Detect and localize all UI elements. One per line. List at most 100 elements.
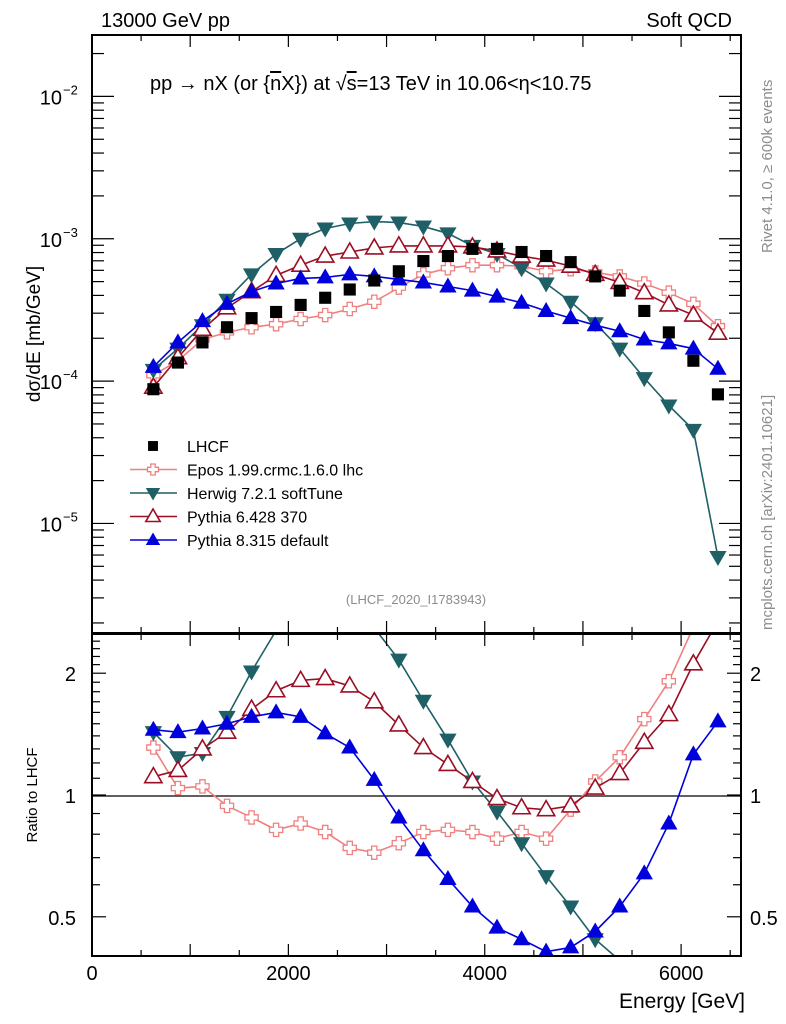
main-axis-ticks <box>91 35 741 633</box>
data-point <box>562 309 580 325</box>
data-point <box>660 334 678 350</box>
analysis-id: (LHCF_2020_I1783943) <box>346 592 486 607</box>
ratio-point <box>390 808 408 824</box>
data-point <box>270 305 283 319</box>
rivet-label: Rivet 4.1.0, ≥ 600k events <box>759 80 776 253</box>
data-point <box>515 245 528 259</box>
data-point <box>414 273 433 289</box>
data-point <box>144 357 163 373</box>
ratio-point <box>216 721 238 739</box>
ratio-point <box>634 731 655 750</box>
ratio-point <box>463 897 482 913</box>
legend-item: Pythia 8.315 default <box>130 532 329 550</box>
data-point <box>388 235 409 253</box>
data-point <box>245 312 258 325</box>
ratio-y-tick-label-right: 1 <box>750 786 761 808</box>
ratio-point <box>414 841 433 857</box>
data-point <box>537 301 555 317</box>
data-point <box>292 269 310 285</box>
ratio-point <box>195 779 210 794</box>
ratio-point <box>390 653 408 669</box>
ratio-point <box>439 869 457 885</box>
data-point <box>635 372 653 388</box>
data-point <box>611 322 629 338</box>
legend-marker <box>146 463 160 476</box>
ratio-point <box>683 653 704 671</box>
ratio-point <box>292 707 310 723</box>
data-point <box>709 359 727 375</box>
nbar: n <box>270 73 281 95</box>
main-panel: 10−210−310−410−5 dσ/dE [mb/GeV] pp → nX … <box>24 34 742 634</box>
data-point <box>294 298 307 311</box>
ratio-point <box>342 840 357 856</box>
ratio-point <box>365 770 383 786</box>
ratio-point <box>193 719 212 735</box>
ratio-y-tick-label-right: 2 <box>750 664 761 686</box>
data-point <box>364 237 385 255</box>
data-point <box>537 277 555 293</box>
data-point <box>465 257 480 273</box>
y-tick-label-exponent: −5 <box>63 509 78 524</box>
ratio-line <box>153 711 719 953</box>
y-tick-label: 10 <box>40 87 62 109</box>
data-point <box>662 326 675 339</box>
data-point <box>658 294 679 312</box>
ratio-point <box>268 822 284 838</box>
data-point <box>317 307 333 323</box>
data-point <box>267 274 285 290</box>
ratio-point <box>560 795 581 813</box>
ratio-point <box>437 753 458 772</box>
data-point <box>512 293 531 309</box>
data-point <box>196 336 209 349</box>
ratio-point <box>242 665 261 681</box>
data-point <box>466 242 479 255</box>
category-label: Soft QCD <box>646 10 732 32</box>
x-axis-title: Energy [GeV] <box>619 990 745 1013</box>
data-point <box>341 265 359 281</box>
y-tick-label-exponent: −3 <box>63 225 78 240</box>
ratio-y-tick-label-left: 0.5 <box>48 908 76 930</box>
ratio-point <box>486 787 508 806</box>
x-tick-label: 2000 <box>266 963 311 985</box>
x-tick-label: 6000 <box>659 963 704 985</box>
ratio-point <box>609 762 630 781</box>
data-point <box>316 268 334 284</box>
ratio-point <box>660 814 678 830</box>
ratio-point <box>538 831 554 846</box>
series-line <box>152 220 719 558</box>
data-point <box>684 339 703 355</box>
ratio-point <box>684 745 703 761</box>
data-point <box>660 399 678 415</box>
data-point <box>707 322 728 341</box>
ratio-line <box>152 635 615 955</box>
data-point <box>635 330 653 346</box>
ratio-point <box>315 667 336 686</box>
ratio-point <box>658 704 679 722</box>
data-point <box>267 248 285 264</box>
ratio-point <box>511 797 532 815</box>
data-point <box>613 284 626 297</box>
ratio-point <box>440 822 456 838</box>
legend-label: Epos 1.99.crmc.1.6.0 lhc <box>187 463 363 480</box>
y-axis-title: dσ/dE [mb/GeV] <box>24 266 45 402</box>
data-point <box>490 242 504 255</box>
ratio-point <box>242 707 261 723</box>
data-point <box>711 388 724 401</box>
ratio-point <box>635 864 653 880</box>
main-series <box>143 215 728 567</box>
ratio-point <box>290 669 311 688</box>
data-point <box>638 304 651 318</box>
data-point <box>489 257 505 273</box>
data-point <box>242 282 261 298</box>
series-epos-1-99-crmc-1-6-0-lhc <box>146 257 726 383</box>
legend: LHCF Epos 1.99.crmc.1.6.0 lhc Herwig 7.2.1… <box>130 439 363 550</box>
data-point <box>540 249 553 263</box>
data-point <box>192 318 213 337</box>
ratio-point <box>661 674 677 689</box>
data-point <box>417 255 430 268</box>
data-point <box>193 312 212 328</box>
legend-item: Epos 1.99.crmc.1.6.0 lhc <box>130 463 363 480</box>
ratio-point <box>339 675 360 693</box>
data-point <box>634 282 655 300</box>
